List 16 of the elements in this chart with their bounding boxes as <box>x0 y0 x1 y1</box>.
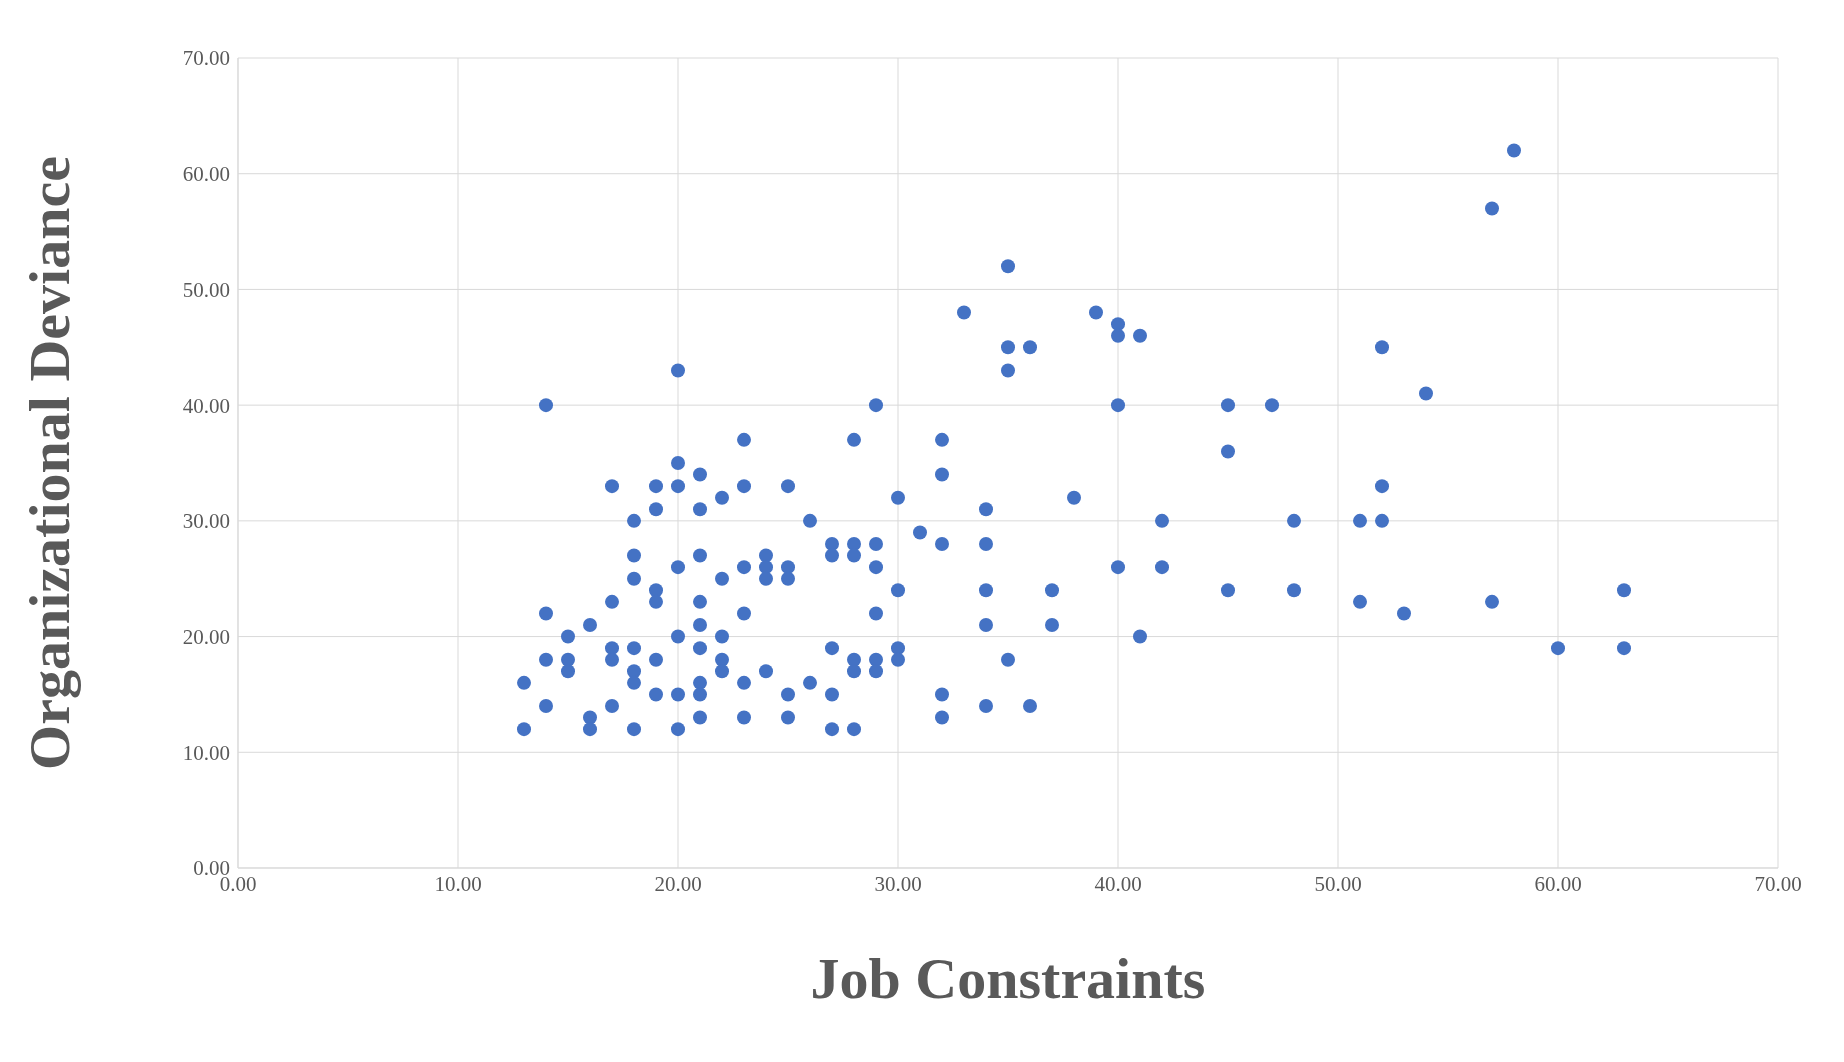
x-tick-label: 50.00 <box>1314 871 1362 896</box>
x-tick-label: 40.00 <box>1094 871 1142 896</box>
x-tick-label: 30.00 <box>874 871 922 896</box>
x-axis-title: Job Constraints <box>810 946 1206 1011</box>
x-tick-label: 20.00 <box>654 871 702 896</box>
y-tick-label: 40.00 <box>182 393 230 418</box>
x-tick-label: 10.00 <box>434 871 482 896</box>
x-tick-label: 70.00 <box>1754 871 1802 896</box>
y-axis-title: Organizational Deviance <box>16 156 82 770</box>
y-tick-label: 20.00 <box>182 625 230 650</box>
y-tick-label: 30.00 <box>182 509 230 534</box>
y-tick-label: 60.00 <box>182 162 230 187</box>
y-tick-label: 50.00 <box>182 277 230 302</box>
x-tick-label: 60.00 <box>1534 871 1582 896</box>
y-tick-label: 10.00 <box>182 740 230 765</box>
y-tick-label: 70.00 <box>182 46 230 71</box>
